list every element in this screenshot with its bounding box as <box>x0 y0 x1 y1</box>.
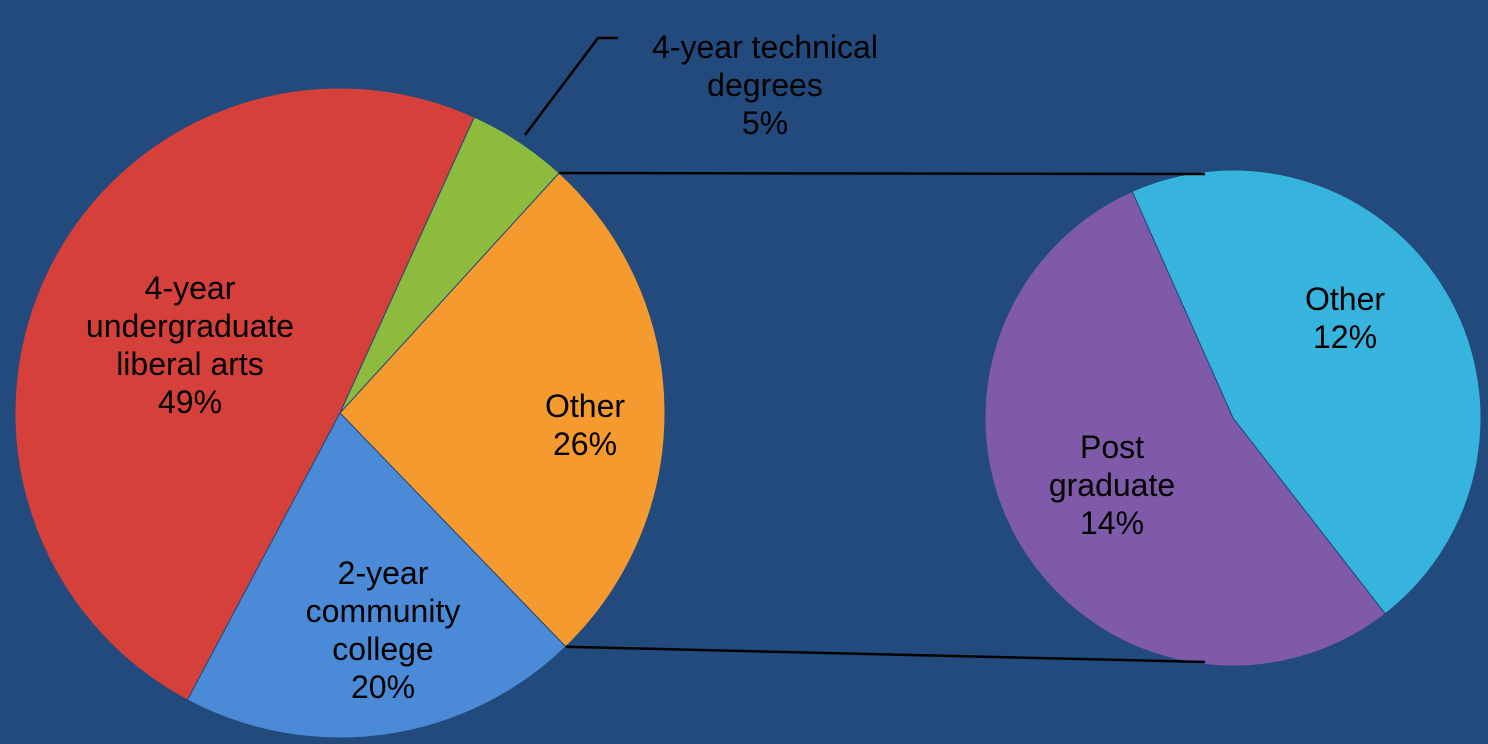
value-label: 12% <box>1312 319 1378 355</box>
connector-line <box>565 645 1206 664</box>
pie-slice <box>14 87 475 701</box>
pie-slice <box>984 190 1386 667</box>
data-label: Post graduate 14% <box>1017 428 1207 542</box>
connector-line <box>559 171 1206 176</box>
value-label: 49% <box>157 384 223 420</box>
value-label: 5% <box>741 105 789 141</box>
category-label: 4-year technical degrees <box>652 29 878 103</box>
pie-slice <box>339 172 666 648</box>
data-label: Other 26% <box>515 387 655 463</box>
category-label: Post graduate <box>1048 429 1176 503</box>
value-label: 20% <box>350 669 416 705</box>
data-label: 4-year technical degrees 5% <box>600 28 930 142</box>
data-label: 2-year community college 20% <box>283 554 483 706</box>
leader-line <box>524 36 618 136</box>
pie-slice <box>186 412 567 739</box>
category-label: Other <box>544 388 626 424</box>
data-label: 4-year undergraduate liberal arts 49% <box>60 269 320 421</box>
data-label: Other 12% <box>1275 280 1415 356</box>
value-label: 26% <box>552 426 618 462</box>
category-label: Other <box>1304 281 1386 317</box>
category-label: 4-year undergraduate liberal arts <box>85 270 295 382</box>
category-label: 2-year community college <box>305 555 461 667</box>
pie-slice <box>1131 169 1482 615</box>
value-label: 14% <box>1079 505 1145 541</box>
